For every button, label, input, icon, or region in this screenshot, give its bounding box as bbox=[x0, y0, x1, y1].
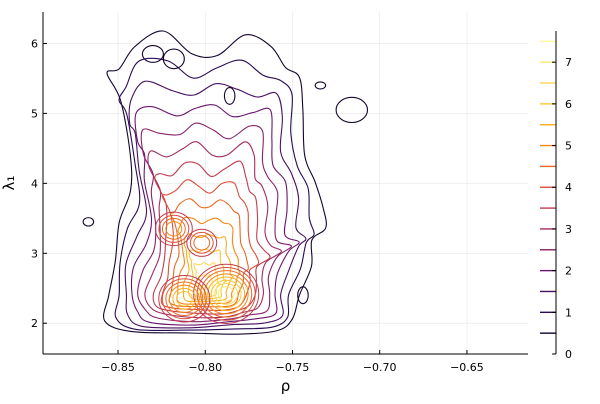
y-ticks: 2 3 4 5 6 bbox=[31, 37, 47, 330]
contour-line bbox=[203, 273, 249, 315]
contour-line bbox=[196, 266, 256, 321]
contour-island bbox=[162, 48, 185, 70]
x-tick-label: −0.85 bbox=[101, 361, 135, 374]
contour-line bbox=[210, 279, 242, 308]
colorbar-tick-label: 5 bbox=[565, 140, 572, 153]
colorbar-tick-label: 6 bbox=[565, 98, 572, 111]
colorbar-tick-label: 1 bbox=[565, 306, 572, 319]
colorbar: 0 1 2 3 4 5 6 7 bbox=[540, 31, 572, 361]
colorbar-tick-label: 3 bbox=[565, 223, 572, 236]
contour-island bbox=[335, 96, 369, 124]
contour-line bbox=[176, 216, 241, 305]
colorbar-tick-label: 0 bbox=[565, 348, 572, 361]
contour-line bbox=[161, 217, 186, 240]
contour-line bbox=[165, 221, 183, 237]
contour-lines bbox=[82, 30, 369, 335]
x-tick-label: −0.80 bbox=[188, 361, 222, 374]
contour-island bbox=[141, 45, 164, 63]
contour-line bbox=[189, 231, 214, 254]
contour-line bbox=[217, 286, 235, 302]
colorbar-tick-label: 7 bbox=[565, 56, 572, 69]
contour-line bbox=[175, 291, 193, 307]
contour-line bbox=[158, 275, 211, 323]
contour-line bbox=[165, 281, 204, 317]
contour-line bbox=[168, 284, 200, 313]
contour-line bbox=[114, 57, 315, 332]
y-tick-label: 2 bbox=[31, 317, 38, 330]
contour-line bbox=[102, 30, 327, 335]
contour-line bbox=[160, 179, 260, 312]
contour-line bbox=[193, 263, 260, 324]
contour-line bbox=[172, 287, 197, 310]
y-tick-label: 4 bbox=[31, 177, 38, 190]
contour-island bbox=[82, 217, 95, 227]
contour-line bbox=[124, 80, 307, 329]
x-axis-label: ρ bbox=[281, 377, 291, 395]
contour-island bbox=[314, 81, 327, 90]
contour-line bbox=[154, 211, 193, 247]
grid bbox=[43, 12, 528, 354]
contour-line bbox=[214, 282, 239, 305]
x-tick-label: −0.65 bbox=[450, 361, 484, 374]
contour-line bbox=[130, 104, 300, 326]
y-tick-label: 3 bbox=[31, 247, 38, 260]
contour-line bbox=[186, 228, 218, 257]
contour-line bbox=[182, 233, 234, 303]
contour-line bbox=[193, 235, 211, 251]
contour-line bbox=[187, 248, 228, 300]
colorbar-tick-label: 2 bbox=[565, 265, 572, 278]
contour-line bbox=[158, 214, 190, 243]
y-tick-label: 6 bbox=[31, 37, 38, 50]
contour-line bbox=[200, 270, 253, 318]
x-tick-label: −0.70 bbox=[363, 361, 397, 374]
contour-line bbox=[168, 198, 249, 308]
y-tick-label: 5 bbox=[31, 107, 38, 120]
contour-line bbox=[144, 141, 282, 319]
contour-island bbox=[223, 86, 236, 105]
contour-line bbox=[192, 261, 221, 298]
contour-line bbox=[161, 278, 207, 320]
x-ticks: −0.85 −0.80 −0.75 −0.70 −0.65 bbox=[101, 350, 484, 374]
contour-island bbox=[297, 286, 309, 305]
colorbar-tick-label: 4 bbox=[565, 181, 572, 194]
x-tick-label: −0.75 bbox=[276, 361, 310, 374]
y-axis-label: λ₁ bbox=[0, 176, 18, 191]
contour-line bbox=[207, 276, 246, 312]
